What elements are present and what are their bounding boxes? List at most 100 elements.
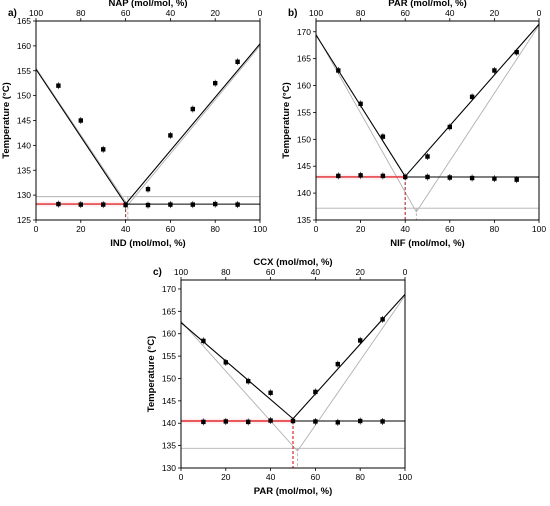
y-tick-label: 130 (17, 190, 31, 200)
x-tick-label: 100 (532, 224, 546, 234)
solidus-point (213, 201, 218, 207)
x-tick-label: 40 (400, 224, 410, 234)
liquidus-point (101, 147, 106, 152)
solidus-point (145, 202, 151, 208)
solidus-point (469, 175, 475, 181)
solidus-point (403, 174, 408, 180)
solidus-point (514, 177, 519, 182)
x-tick-label: 20 (356, 224, 366, 234)
solidus-point (246, 419, 251, 425)
x2-tick-label: 0 (403, 267, 408, 277)
liquidus-point (78, 118, 83, 123)
x2-tick-label: 80 (356, 8, 366, 18)
ideal-liquidus-line (415, 25, 540, 213)
y-tick-label: 140 (17, 140, 31, 150)
liquidus-point (190, 106, 195, 112)
x-tick-label: 20 (221, 472, 231, 482)
y-tick-label: 165 (162, 306, 176, 316)
x2-axis-title: CCX (mol/mol, %) (253, 257, 332, 268)
liquidus-point (168, 133, 173, 138)
ideal-liquidus-line (297, 295, 406, 452)
y-tick-label: 160 (297, 81, 311, 91)
x-tick-label: 80 (210, 224, 220, 234)
solidus-point (425, 174, 430, 180)
solidus-point (492, 176, 497, 181)
y-tick-label: 140 (162, 418, 176, 428)
y-tick-label: 150 (297, 134, 311, 144)
x2-tick-label: 40 (166, 8, 176, 18)
x2-tick-label: 0 (258, 8, 263, 18)
liquidus-point (56, 83, 61, 88)
x-tick-label: 0 (34, 224, 39, 234)
liquidus-point (213, 80, 218, 86)
solidus-point (101, 202, 106, 207)
solidus-point (358, 173, 363, 178)
x2-tick-label: 80 (76, 8, 86, 18)
x2-tick-label: 100 (29, 8, 43, 18)
x2-tick-label: 60 (266, 267, 276, 277)
solidus-point (56, 201, 61, 207)
x-tick-label: 0 (179, 472, 184, 482)
liquidus-fit-line (35, 68, 127, 205)
liquidus-point (201, 338, 206, 344)
x2-tick-label: 20 (490, 8, 500, 18)
x-axis-title: PAR (mol/mol, %) (254, 486, 332, 497)
liquidus-point (268, 390, 273, 395)
solidus-point (313, 419, 318, 424)
solidus-point (268, 418, 273, 423)
x2-tick-label: 20 (355, 267, 365, 277)
liquidus-point (492, 68, 497, 73)
x-tick-label: 40 (266, 472, 276, 482)
solidus-point (335, 420, 340, 425)
x-tick-label: 100 (398, 472, 412, 482)
y-tick-label: 135 (17, 165, 31, 175)
y-tick-label: 160 (17, 41, 31, 51)
x2-tick-label: 60 (121, 8, 131, 18)
y-tick-label: 135 (162, 441, 176, 451)
liquidus-point (313, 389, 318, 395)
liquidus-point (145, 186, 151, 192)
liquidus-point (358, 101, 363, 107)
x-tick-label: 80 (355, 472, 365, 482)
x2-tick-label: 100 (309, 8, 323, 18)
liquidus-point (469, 94, 475, 100)
solidus-point (336, 173, 341, 179)
y-tick-label: 145 (297, 161, 311, 171)
solidus-point (290, 418, 296, 424)
solidus-point (358, 418, 363, 424)
x2-axis-title: PAR (mol/mol, %) (388, 0, 466, 9)
solidus-point (168, 202, 173, 207)
x-tick-label: 80 (490, 224, 500, 234)
y-tick-label: 145 (17, 116, 31, 126)
ideal-liquidus-line (35, 68, 129, 206)
x2-axis-title: NAP (mol/mol, %) (109, 0, 188, 9)
x-tick-label: 60 (311, 472, 321, 482)
x-tick-label: 40 (121, 224, 131, 234)
y-tick-label: 130 (162, 463, 176, 473)
panel-label: a) (8, 8, 17, 19)
x-axis-title: IND (mol/mol, %) (110, 238, 185, 249)
x-axis-title: NIF (mol/mol, %) (390, 238, 464, 249)
plot-frame (180, 279, 406, 469)
liquidus-point (447, 124, 452, 130)
solidus-point (235, 202, 240, 207)
solidus-point (380, 419, 385, 424)
x-tick-label: 100 (253, 224, 267, 234)
ideal-liquidus-line (180, 320, 298, 452)
x2-tick-label: 100 (174, 267, 188, 277)
panel-label: b) (288, 8, 297, 19)
x-tick-label: 0 (314, 224, 319, 234)
liquidus-fit-line (125, 43, 261, 205)
solidus-point (223, 419, 228, 424)
ideal-liquidus-line (315, 33, 417, 213)
solidus-point (123, 202, 128, 208)
y-tick-label: 165 (17, 16, 31, 26)
liquidus-point (358, 338, 363, 343)
y-tick-label: 140 (297, 188, 311, 198)
y-tick-label: 170 (162, 284, 176, 294)
y-tick-label: 125 (17, 215, 31, 225)
y-tick-label: 150 (17, 91, 31, 101)
y-tick-label: 155 (162, 351, 176, 361)
